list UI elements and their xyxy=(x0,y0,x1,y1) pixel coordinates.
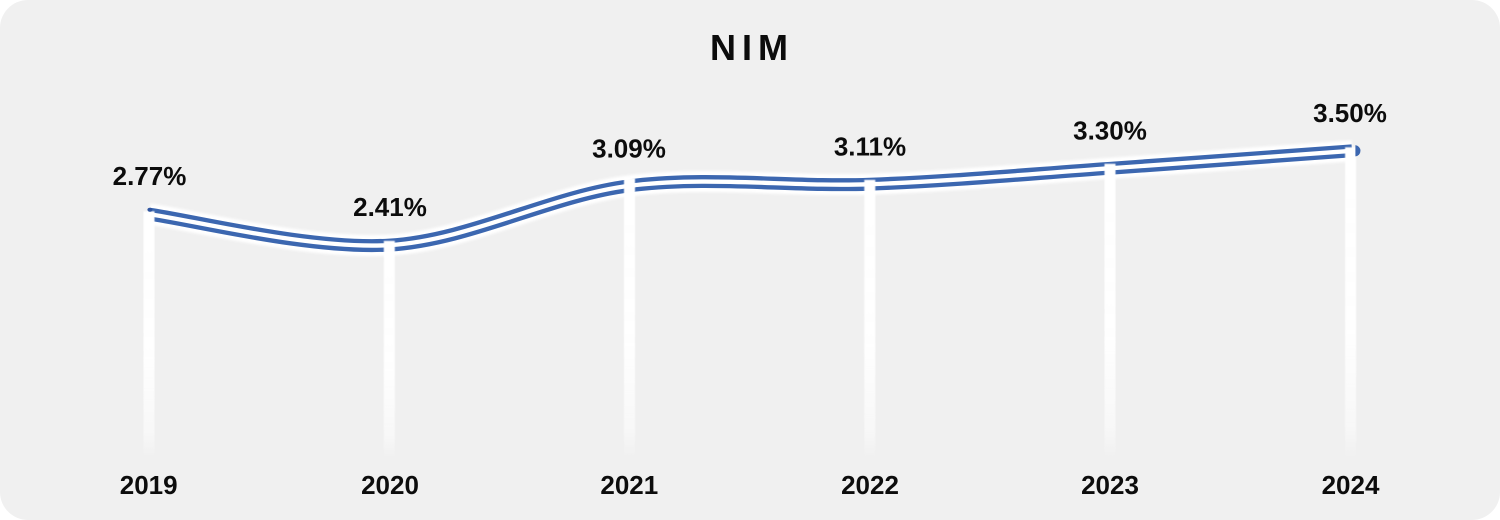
svg-text:NIM: NIM xyxy=(710,27,794,68)
svg-text:2022: 2022 xyxy=(841,470,899,500)
svg-text:2.77%: 2.77% xyxy=(113,161,187,191)
svg-text:2020: 2020 xyxy=(361,470,419,500)
svg-text:3.30%: 3.30% xyxy=(1073,115,1147,145)
svg-text:3.09%: 3.09% xyxy=(592,134,666,164)
svg-text:2021: 2021 xyxy=(600,470,658,500)
svg-text:2019: 2019 xyxy=(120,470,178,500)
svg-text:3.50%: 3.50% xyxy=(1313,98,1387,128)
svg-text:3.11%: 3.11% xyxy=(834,132,906,162)
svg-text:2024: 2024 xyxy=(1322,470,1380,500)
svg-text:2023: 2023 xyxy=(1081,470,1139,500)
svg-text:2.41%: 2.41% xyxy=(353,192,427,222)
